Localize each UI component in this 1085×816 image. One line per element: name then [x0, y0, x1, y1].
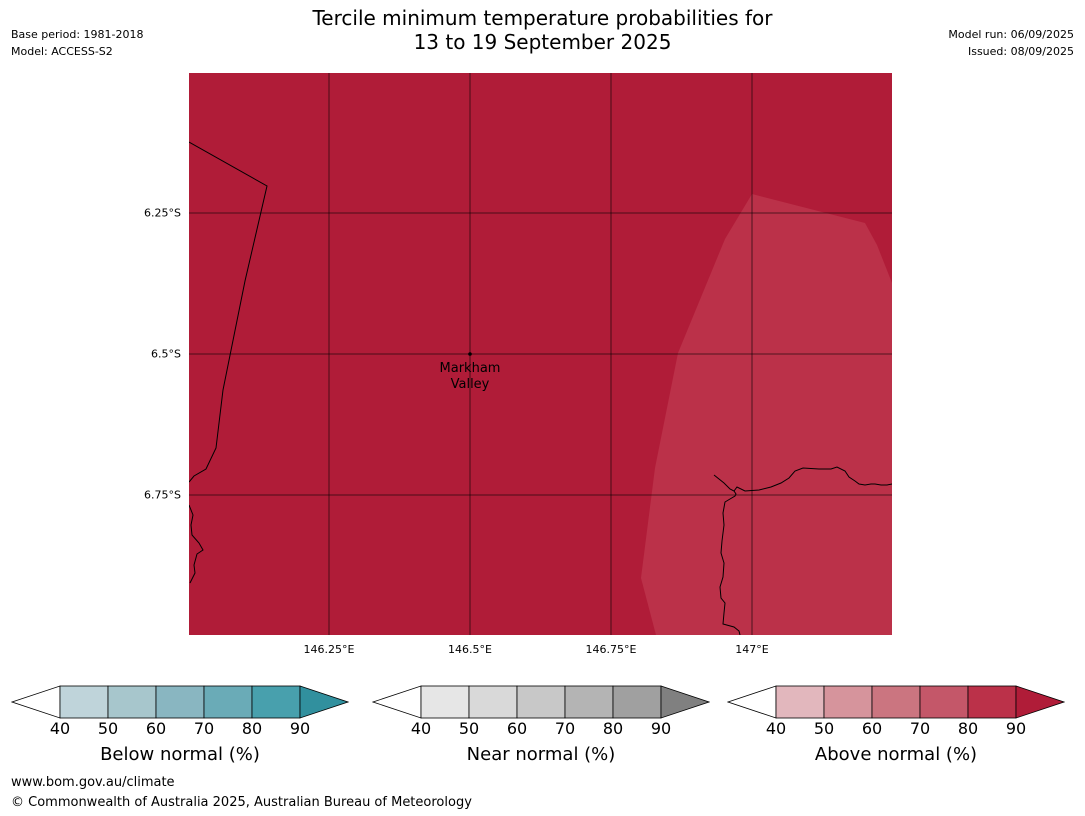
below-normal-legend-title: Below normal (%) — [100, 744, 260, 765]
below-normal-swatch — [107, 685, 157, 719]
model-name: Model: ACCESS-S2 — [11, 45, 113, 58]
near-normal-tick-label: 70 — [554, 719, 576, 738]
footer-url: www.bom.gov.au/climate — [11, 775, 175, 790]
above-normal-tick-label: 80 — [957, 719, 979, 738]
below-normal-tick-label: 50 — [97, 719, 119, 738]
below-normal-tick-label: 40 — [49, 719, 71, 738]
above-normal-tick-label: 60 — [861, 719, 883, 738]
above-normal-tick-label: 90 — [1005, 719, 1027, 738]
below-normal-tick-label: 70 — [193, 719, 215, 738]
above-normal-swatch — [823, 685, 873, 719]
above-normal-legend-title: Above normal (%) — [814, 744, 978, 765]
above-normal-tick-label: 50 — [813, 719, 835, 738]
near-normal-tick-label: 60 — [506, 719, 528, 738]
base-info: Base period: 1981-2018 Model: ACCESS-S2 — [11, 26, 143, 60]
base-period: Base period: 1981-2018 — [11, 28, 144, 41]
below-normal-swatch — [203, 685, 253, 719]
near-normal-swatch — [420, 685, 470, 719]
below-normal-under-triangle — [11, 685, 61, 719]
lon-label: 146.75°E — [585, 643, 637, 656]
above-normal-tick-label: 40 — [765, 719, 787, 738]
place-label-line-1: Markham — [440, 361, 501, 376]
run-info: Model run: 06/09/2025 Issued: 08/09/2025 — [948, 26, 1074, 60]
above-normal-tick-label: 70 — [909, 719, 931, 738]
lon-label: 146.25°E — [303, 643, 355, 656]
below-normal-swatch — [251, 685, 301, 719]
above-70-80-region — [641, 194, 892, 635]
below-normal-tick-label: 90 — [289, 719, 311, 738]
near-normal-tick-label: 90 — [650, 719, 672, 738]
map-title: Tercile minimum temperature probabilitie… — [0, 6, 1085, 54]
near-normal-colorbar — [372, 685, 710, 719]
near-normal-swatch — [468, 685, 518, 719]
above-normal-swatch — [775, 685, 825, 719]
near-normal-swatch — [564, 685, 614, 719]
above-normal-over-triangle — [1015, 685, 1065, 719]
lon-label: 146.5°E — [448, 643, 492, 656]
above-normal-swatch — [871, 685, 921, 719]
above-normal-swatch — [967, 685, 1017, 719]
below-normal-over-triangle — [299, 685, 349, 719]
near-normal-tick-label: 50 — [458, 719, 480, 738]
lat-label: 6.25°S — [144, 206, 181, 220]
place-label-line-2: Valley — [451, 377, 490, 392]
near-normal-tick-label: 80 — [602, 719, 624, 738]
above-normal-colorbar — [727, 685, 1065, 719]
below-normal-tick-label: 80 — [241, 719, 263, 738]
lat-label: 6.75°S — [144, 488, 181, 502]
footer-copyright: © Commonwealth of Australia 2025, Austra… — [11, 795, 472, 810]
probability-map[interactable]: Markham Valley — [189, 73, 892, 635]
lat-label: 6.5°S — [151, 347, 181, 361]
title-line-1: Tercile minimum temperature probabilitie… — [312, 6, 773, 30]
lon-label: 147°E — [735, 643, 769, 656]
below-normal-tick-label: 60 — [145, 719, 167, 738]
coastline — [189, 141, 892, 635]
above-normal-under-triangle — [727, 685, 777, 719]
above-normal-swatch — [919, 685, 969, 719]
near-normal-over-triangle — [660, 685, 710, 719]
place-marker — [468, 352, 472, 356]
model-run-date: Model run: 06/09/2025 — [948, 28, 1074, 41]
issued-date: Issued: 08/09/2025 — [967, 45, 1074, 58]
near-normal-tick-label: 40 — [410, 719, 432, 738]
below-normal-colorbar — [11, 685, 349, 719]
near-normal-swatch — [516, 685, 566, 719]
near-normal-legend-title: Near normal (%) — [466, 744, 616, 765]
near-normal-swatch — [612, 685, 662, 719]
below-normal-swatch — [155, 685, 205, 719]
title-line-2: 13 to 19 September 2025 — [413, 30, 672, 54]
map-canvas: Markham Valley — [189, 73, 892, 635]
near-normal-under-triangle — [372, 685, 422, 719]
below-normal-swatch — [59, 685, 109, 719]
